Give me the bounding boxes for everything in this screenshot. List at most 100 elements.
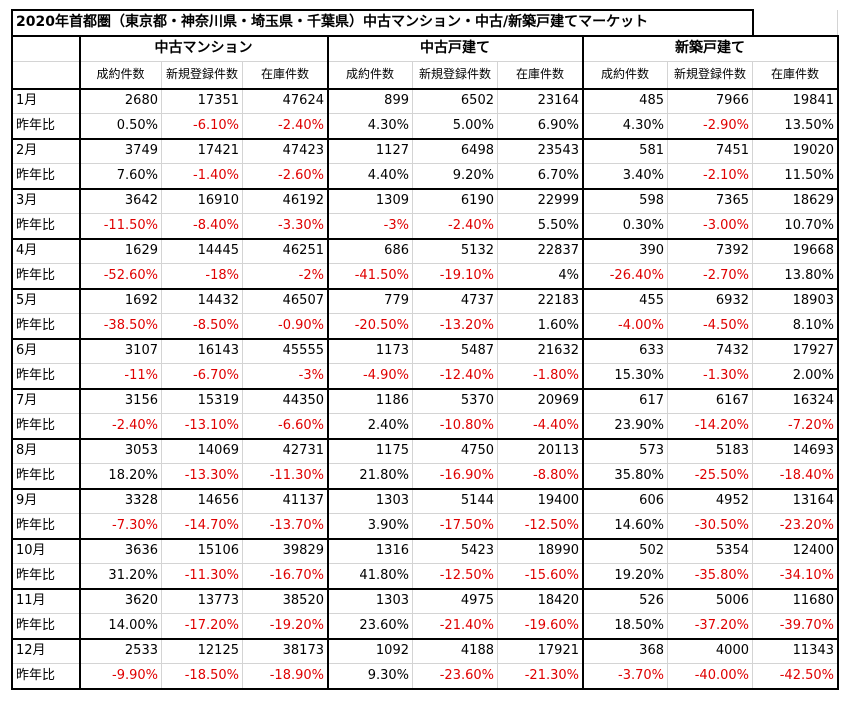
yoy-cell: -42.50% xyxy=(753,664,838,689)
month-label: 3月 xyxy=(12,189,80,214)
count-cell: 1173 xyxy=(328,339,413,364)
count-cell: 15319 xyxy=(162,389,243,414)
yoy-cell: -15.60% xyxy=(498,564,583,589)
count-cell: 11343 xyxy=(753,639,838,664)
column-header: 在庫件数 xyxy=(753,62,838,89)
count-cell: 22837 xyxy=(498,239,583,264)
count-cell: 4737 xyxy=(413,289,498,314)
yoy-cell: -6.60% xyxy=(243,414,328,439)
yoy-cell: -0.90% xyxy=(243,314,328,339)
count-cell: 3053 xyxy=(80,439,162,464)
count-cell: 2533 xyxy=(80,639,162,664)
month-label: 10月 xyxy=(12,539,80,564)
yoy-cell: 6.70% xyxy=(498,164,583,189)
yoy-label: 昨年比 xyxy=(12,514,80,539)
count-cell: 3156 xyxy=(80,389,162,414)
count-cell: 617 xyxy=(583,389,668,414)
count-cell: 45555 xyxy=(243,339,328,364)
yoy-cell: -3.70% xyxy=(583,664,668,689)
yoy-cell: -2.10% xyxy=(668,164,753,189)
yoy-cell: 4.30% xyxy=(328,114,413,139)
count-cell: 1303 xyxy=(328,489,413,514)
count-cell: 606 xyxy=(583,489,668,514)
yoy-cell: 23.90% xyxy=(583,414,668,439)
yoy-cell: -4.90% xyxy=(328,364,413,389)
yoy-cell: -6.10% xyxy=(162,114,243,139)
yoy-cell: -4.50% xyxy=(668,314,753,339)
yoy-cell: -7.30% xyxy=(80,514,162,539)
count-cell: 1309 xyxy=(328,189,413,214)
border-line xyxy=(11,9,13,689)
count-cell: 368 xyxy=(583,639,668,664)
yoy-cell: -17.20% xyxy=(162,614,243,639)
count-cell: 455 xyxy=(583,289,668,314)
yoy-cell: 35.80% xyxy=(583,464,668,489)
yoy-cell: -11% xyxy=(80,364,162,389)
count-cell: 17927 xyxy=(753,339,838,364)
yoy-cell: 21.80% xyxy=(328,464,413,489)
yoy-cell: -18.90% xyxy=(243,664,328,689)
yoy-cell: -14.70% xyxy=(162,514,243,539)
border-line xyxy=(752,9,754,36)
yoy-cell: -21.40% xyxy=(413,614,498,639)
count-cell: 485 xyxy=(583,89,668,114)
yoy-cell: -13.30% xyxy=(162,464,243,489)
group-header: 新築戸建て xyxy=(583,36,838,62)
yoy-cell: 6.90% xyxy=(498,114,583,139)
column-header: 在庫件数 xyxy=(243,62,328,89)
yoy-cell: -25.50% xyxy=(668,464,753,489)
count-cell: 633 xyxy=(583,339,668,364)
count-cell: 502 xyxy=(583,539,668,564)
yoy-cell: 14.00% xyxy=(80,614,162,639)
yoy-cell: -19.20% xyxy=(243,614,328,639)
count-cell: 7365 xyxy=(668,189,753,214)
count-cell: 13164 xyxy=(753,489,838,514)
count-cell: 19841 xyxy=(753,89,838,114)
sheet-title: 2020年首都圏（東京都・神奈川県・埼玉県・千葉県）中古マンション・中古/新築戸… xyxy=(12,10,753,36)
yoy-cell: 2.40% xyxy=(328,414,413,439)
count-cell: 46251 xyxy=(243,239,328,264)
yoy-cell: -12.40% xyxy=(413,364,498,389)
month-label: 4月 xyxy=(12,239,80,264)
count-cell: 779 xyxy=(328,289,413,314)
count-cell: 12125 xyxy=(162,639,243,664)
border-line xyxy=(79,35,81,689)
count-cell: 38173 xyxy=(243,639,328,664)
count-cell: 4750 xyxy=(413,439,498,464)
count-cell: 16143 xyxy=(162,339,243,364)
count-cell: 3328 xyxy=(80,489,162,514)
count-cell: 6167 xyxy=(668,389,753,414)
yoy-cell: 15.30% xyxy=(583,364,668,389)
month-label: 11月 xyxy=(12,589,80,614)
count-cell: 44350 xyxy=(243,389,328,414)
yoy-cell: -34.10% xyxy=(753,564,838,589)
column-header: 新規登録件数 xyxy=(413,62,498,89)
yoy-cell: -11.50% xyxy=(80,214,162,239)
count-cell: 19668 xyxy=(753,239,838,264)
count-cell: 7451 xyxy=(668,139,753,164)
count-cell: 38520 xyxy=(243,589,328,614)
yoy-cell: -2.60% xyxy=(243,164,328,189)
yoy-cell: 13.80% xyxy=(753,264,838,289)
count-cell: 46192 xyxy=(243,189,328,214)
month-label: 9月 xyxy=(12,489,80,514)
yoy-cell: -16.90% xyxy=(413,464,498,489)
border-line xyxy=(11,9,754,11)
count-cell: 5132 xyxy=(413,239,498,264)
count-cell: 5183 xyxy=(668,439,753,464)
count-cell: 6502 xyxy=(413,89,498,114)
count-cell: 1127 xyxy=(328,139,413,164)
border-line xyxy=(837,35,839,689)
yoy-cell: 18.50% xyxy=(583,614,668,639)
yoy-cell: -3.00% xyxy=(668,214,753,239)
count-cell: 598 xyxy=(583,189,668,214)
yoy-cell: 3.40% xyxy=(583,164,668,189)
yoy-cell: 0.50% xyxy=(80,114,162,139)
count-cell: 3636 xyxy=(80,539,162,564)
month-label: 7月 xyxy=(12,389,80,414)
yoy-cell: -21.30% xyxy=(498,664,583,689)
count-cell: 17921 xyxy=(498,639,583,664)
column-header: 成約件数 xyxy=(583,62,668,89)
count-cell: 47423 xyxy=(243,139,328,164)
